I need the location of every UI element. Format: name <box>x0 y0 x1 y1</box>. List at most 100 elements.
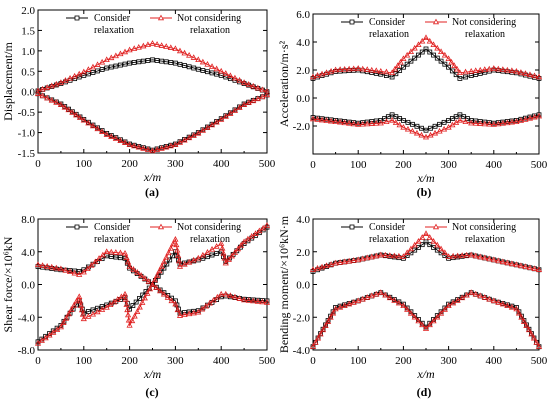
legend-label-not-considering: Not considering <box>452 222 516 233</box>
data-point <box>522 263 529 270</box>
legend-label-consider-line2: relaxation <box>94 234 134 245</box>
data-point <box>451 62 458 68</box>
data-point <box>330 309 337 316</box>
data-point <box>48 82 55 89</box>
data-point <box>468 118 474 123</box>
y-axis-label: Displacement/m <box>1 42 15 121</box>
data-point <box>486 295 493 302</box>
series-line <box>312 241 540 272</box>
data-point <box>419 125 424 131</box>
data-point <box>110 298 118 305</box>
data-point <box>154 58 160 63</box>
data-point <box>103 131 110 137</box>
x-tick-label: 0 <box>35 355 41 367</box>
data-point <box>190 256 197 263</box>
data-point <box>131 312 138 319</box>
legend-label-not-considering-line2: relaxation <box>190 234 230 245</box>
data-point <box>172 141 179 148</box>
data-point <box>186 310 193 317</box>
y-tick-label: 8.0 <box>21 214 35 226</box>
data-point <box>309 266 317 272</box>
legend-label-not-considering-line2: relaxation <box>190 25 230 36</box>
data-point <box>383 68 390 75</box>
y-tick-label: 2.0 <box>21 5 35 17</box>
data-point <box>181 49 188 56</box>
data-point <box>214 250 220 256</box>
data-point <box>127 60 132 66</box>
data-point <box>423 239 429 245</box>
data-point <box>323 69 330 75</box>
data-point <box>490 297 497 304</box>
data-point <box>378 71 384 77</box>
data-point <box>528 330 535 337</box>
data-point <box>80 268 87 275</box>
data-point <box>176 47 184 54</box>
y-tick-label: 0.0 <box>296 93 310 105</box>
data-point <box>176 263 184 269</box>
data-point <box>231 107 239 113</box>
data-point <box>413 129 421 136</box>
data-point <box>328 67 335 74</box>
x-tick-label: 0 <box>35 158 41 170</box>
legend-label-consider: Consider <box>369 17 406 28</box>
series-not-considering-relaxation <box>34 281 271 346</box>
data-point <box>195 66 201 72</box>
data-point <box>377 67 384 74</box>
data-point <box>149 40 156 46</box>
data-point <box>415 41 422 47</box>
data-point <box>220 249 227 256</box>
data-point <box>419 49 425 55</box>
data-point <box>322 322 329 329</box>
data-point <box>208 246 216 252</box>
data-point <box>535 266 543 272</box>
data-point <box>364 66 371 72</box>
data-point <box>436 127 443 134</box>
data-point <box>205 69 210 75</box>
data-point <box>158 145 165 151</box>
data-point <box>473 118 479 124</box>
data-point <box>486 120 493 127</box>
data-point <box>154 272 161 278</box>
y-tick-label: 4.0 <box>21 247 35 259</box>
data-point <box>53 264 60 271</box>
data-point <box>397 68 403 73</box>
data-point <box>199 251 206 258</box>
data-point <box>140 145 147 151</box>
data-point <box>382 291 389 298</box>
data-point <box>328 117 335 124</box>
data-point <box>245 81 252 87</box>
data-point <box>263 299 271 305</box>
data-point <box>88 261 95 268</box>
data-point <box>163 43 170 49</box>
y-tick-label: -1.0 <box>18 128 36 140</box>
data-point <box>141 294 148 301</box>
data-point <box>170 240 177 247</box>
data-point <box>468 67 475 74</box>
data-point <box>71 72 78 79</box>
data-point <box>244 235 251 242</box>
data-point <box>517 69 524 75</box>
data-point <box>134 308 141 314</box>
data-point <box>84 265 91 272</box>
data-point <box>139 299 146 305</box>
x-tick-label: 100 <box>76 355 93 367</box>
data-point <box>140 292 146 298</box>
data-point <box>236 104 243 110</box>
data-point <box>373 118 379 124</box>
data-point <box>531 72 538 79</box>
data-point <box>208 121 216 128</box>
data-point <box>259 86 266 93</box>
data-point <box>481 294 488 300</box>
data-point <box>144 146 151 152</box>
data-point <box>76 114 84 120</box>
legend-marker-square <box>74 224 80 230</box>
series-line <box>312 292 540 347</box>
data-point <box>432 123 438 129</box>
data-point <box>108 248 115 255</box>
data-point <box>468 289 475 295</box>
data-point <box>164 294 171 300</box>
x-tick-label: 400 <box>213 158 230 170</box>
x-tick-label: 500 <box>531 159 548 171</box>
